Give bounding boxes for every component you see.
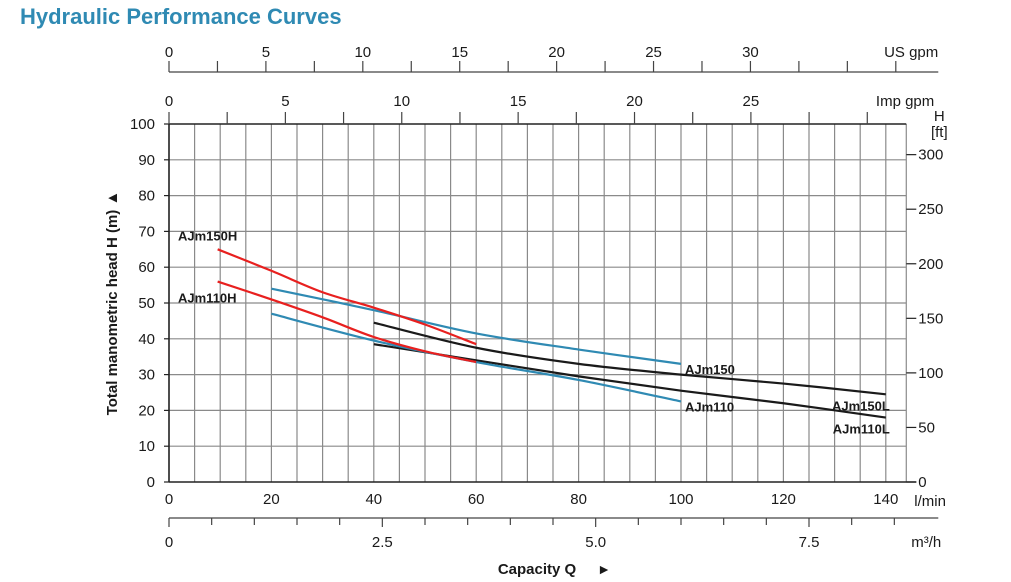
y-axis-label: Total manometric head H (m) ▲ (104, 191, 121, 416)
series-ajm110l-curve (373, 343, 886, 419)
x-tick-label: 20 (263, 491, 280, 508)
ft-axis-unit: [ft] (931, 124, 948, 141)
y-tick-label: 60 (138, 259, 155, 276)
ft-tick-label: 50 (918, 419, 935, 436)
imp-gpm-tick-label: 15 (510, 93, 527, 110)
series-label-ajm110l: AJm110L (833, 422, 890, 437)
y-tick-label: 70 (138, 223, 155, 240)
y-tick-label: 80 (138, 188, 155, 205)
m3h-tick-label: 0 (165, 534, 173, 551)
x-tick-label: 140 (873, 491, 898, 508)
series-label-ajm110: AJm110 (685, 399, 734, 414)
series-label-ajm110h: AJm110H (178, 291, 237, 306)
us-gpm-tick-label: 30 (742, 44, 759, 61)
x-tick-label: 80 (570, 491, 587, 508)
us-gpm-tick-label: 25 (645, 44, 662, 61)
y-tick-label: 40 (138, 331, 155, 348)
ft-tick-label: 0 (918, 474, 926, 491)
imp-gpm-tick-label: 5 (281, 93, 289, 110)
y-tick-label: 90 (138, 152, 155, 169)
ft-tick-label: 150 (918, 310, 943, 327)
us-gpm-tick-label: 15 (451, 44, 468, 61)
m3h-tick-label: 5.0 (585, 534, 606, 551)
ft-axis-label: H (934, 108, 945, 125)
m3h-tick-label: 7.5 (799, 534, 820, 551)
ft-tick-label: 300 (918, 147, 943, 164)
y-tick-label: 30 (138, 367, 155, 384)
labels: AJm150H AJm110H AJm150 AJm110 AJm150L AJm110L (178, 228, 890, 436)
y-tick-label: 10 (138, 438, 155, 455)
series-ajm150-curve (271, 287, 682, 365)
ft-tick-label: 100 (918, 365, 943, 382)
us-gpm-unit-label: US gpm (884, 44, 938, 61)
chart-title: Hydraulic Performance Curves (20, 4, 342, 29)
x-tick-label: 40 (365, 491, 382, 508)
imp-gpm-tick-label: 25 (743, 93, 760, 110)
series-ajm110h-curve (217, 280, 477, 364)
m3h-tick-label: 2.5 (372, 534, 393, 551)
ft-tick-label: 250 (918, 201, 943, 218)
y-tick-label: 100 (130, 116, 155, 133)
x-tick-label: 0 (165, 491, 173, 508)
series-label-ajm150: AJm150 (685, 362, 735, 377)
y-tick-label: 20 (138, 402, 155, 419)
ft-tick-label: 200 (918, 256, 943, 273)
us-gpm-tick-label: 5 (262, 44, 270, 61)
m3h-unit-label: m³/h (911, 534, 941, 551)
series-ajm150h-curve (217, 248, 477, 346)
us-gpm-tick-label: 0 (165, 44, 173, 61)
us-gpm-tick-label: 10 (354, 44, 371, 61)
series-ajm150l-curve (373, 321, 886, 396)
x-tick-label: 100 (668, 491, 693, 508)
imp-gpm-unit-label: Imp gpm (876, 93, 934, 110)
x-tick-label: 120 (771, 491, 796, 508)
x-axis-label: Capacity Q (498, 561, 577, 578)
series-label-ajm150l: AJm150L (832, 398, 890, 413)
x-axis-arrow: ► (597, 561, 611, 577)
y-tick-label: 0 (147, 474, 155, 491)
x-tick-label: 60 (468, 491, 485, 508)
series-group (217, 248, 886, 419)
x-unit-label: l/min (914, 493, 946, 510)
imp-gpm-tick-label: 20 (626, 93, 643, 110)
us-gpm-tick-label: 20 (548, 44, 565, 61)
grid (169, 124, 907, 482)
imp-gpm-tick-label: 10 (393, 93, 410, 110)
imp-gpm-tick-label: 0 (165, 93, 173, 110)
y-tick-label: 50 (138, 295, 155, 312)
series-label-ajm150h: AJm150H (178, 228, 237, 243)
